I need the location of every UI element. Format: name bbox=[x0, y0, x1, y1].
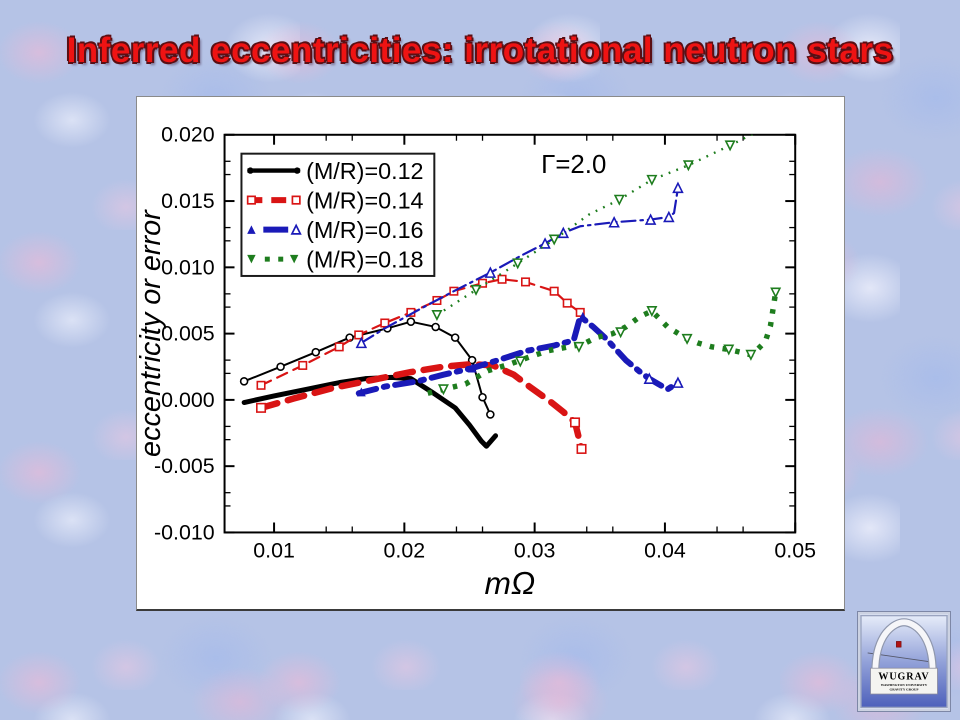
legend-label: (M/R)=0.16 bbox=[306, 217, 423, 243]
y-tick-label: -0.005 bbox=[154, 454, 215, 478]
y-tick-label: 0.020 bbox=[161, 123, 215, 147]
axis-ticks bbox=[224, 133, 797, 534]
legend: (M/R)=0.12 (M/R)=0.14 (M/R)=0.16 (M/R)=0.18 bbox=[240, 152, 436, 277]
chart-panel: 0.01 0.02 0.03 0.04 0.05 -0.010 -0.005 0.000 0.0… bbox=[136, 96, 845, 611]
x-tick-label: 0.02 bbox=[384, 538, 426, 562]
y-tick-label: -0.010 bbox=[154, 520, 215, 544]
legend-item bbox=[247, 167, 301, 174]
slide-title: Inferred eccentricities: irrotational ne… bbox=[66, 31, 894, 70]
series-mr012-thick bbox=[241, 374, 499, 449]
y-axis-label: eccentricity or error bbox=[137, 209, 167, 457]
logo-text-plate bbox=[870, 667, 938, 695]
legend-label: (M/R)=0.18 bbox=[306, 247, 423, 273]
legend-item bbox=[247, 254, 299, 264]
logo-red-dot bbox=[896, 641, 902, 648]
logo-title: WUGRAV bbox=[878, 672, 929, 683]
y-tick-label: 0.015 bbox=[161, 189, 214, 213]
gateway-arch-icon-highlight bbox=[872, 619, 936, 673]
series-mr016-thick bbox=[355, 311, 684, 397]
legend-item bbox=[247, 223, 302, 235]
x-tick-label: 0.03 bbox=[514, 538, 556, 562]
y-tick-label: 0.010 bbox=[161, 255, 215, 279]
logo-graphic: WUGRAV WASHINGTON UNIVERSITY GRAVITY GRO… bbox=[860, 614, 948, 709]
series-mr014-thin bbox=[256, 274, 585, 390]
series-mr018-thick bbox=[427, 287, 782, 396]
y-tick-label: 0.005 bbox=[161, 322, 214, 346]
gamma-annotation: Γ=2.0 bbox=[541, 151, 606, 179]
x-tick-label: 0.04 bbox=[644, 538, 686, 562]
legend-item bbox=[246, 195, 301, 205]
y-tick-label: 0.000 bbox=[161, 388, 215, 412]
series-mr018-thin bbox=[431, 134, 754, 322]
x-tick-label: 0.01 bbox=[253, 538, 295, 562]
chart-svg: 0.01 0.02 0.03 0.04 0.05 -0.010 -0.005 0.000 0.0… bbox=[137, 123, 816, 601]
legend-box bbox=[240, 152, 436, 277]
legend-label: (M/R)=0.12 bbox=[306, 158, 423, 184]
x-tick-label: 0.05 bbox=[774, 538, 816, 562]
legend-label: (M/R)=0.14 bbox=[306, 188, 423, 214]
x-axis-label: mΩ bbox=[485, 565, 536, 601]
logo-line2: GRAVITY GROUP bbox=[890, 688, 919, 692]
wugrav-logo: WUGRAV WASHINGTON UNIVERSITY GRAVITY GRO… bbox=[857, 611, 951, 712]
logo-line1: WASHINGTON UNIVERSITY bbox=[881, 683, 928, 687]
